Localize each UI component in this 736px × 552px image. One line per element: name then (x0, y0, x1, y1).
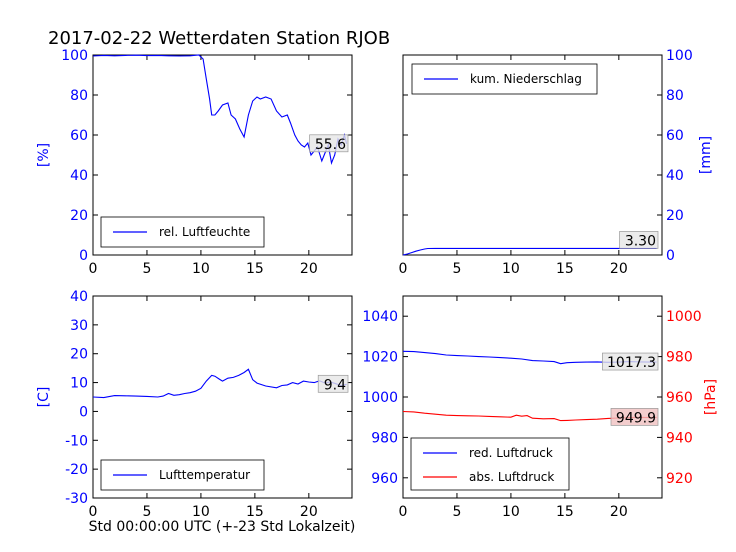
x-tick-label: 5 (142, 261, 151, 277)
y-tick-label-right: 920 (666, 471, 693, 487)
y-tick-label: 1020 (362, 350, 398, 366)
last-value-label-0: 1017.3 (607, 355, 656, 371)
series-line-0 (92, 368, 347, 399)
last-value-label: 9.4 (324, 377, 346, 393)
y-tick-label: 80 (666, 88, 684, 104)
x-tick-label: 15 (556, 504, 574, 520)
y-tick-label: 20 (70, 208, 88, 224)
x-tick-label: 5 (452, 261, 461, 277)
legend: rel. Luftfeuchte (100, 216, 265, 248)
last-value-label-box (309, 134, 349, 153)
legend-label: red. Luftdruck (469, 446, 553, 460)
x-tick-label: 5 (452, 504, 461, 520)
x-tick-label: 0 (89, 504, 98, 520)
y-tick-label-right: 960 (666, 390, 693, 406)
x-tick-label: 10 (502, 504, 520, 520)
y-tick-label: 40 (666, 168, 684, 184)
last-value-label-box (619, 231, 659, 249)
panel-top-right: 0 5 10 15 20 0 20 40 60 80 100 [mm] 3.30 kum. Nieders… (399, 48, 714, 277)
y-axis-label-right: [hPa] (703, 379, 719, 415)
y-tick-label: 40 (70, 289, 88, 305)
legend: Lufttemperatur (100, 459, 265, 491)
y-tick-label: 960 (371, 471, 398, 487)
y-tick-label: 30 (70, 318, 88, 334)
x-tick-label: 15 (246, 504, 264, 520)
legend-label: kum. Niederschlag (470, 72, 582, 86)
y-tick-label: 0 (666, 248, 675, 264)
y-tick-label: 0 (79, 248, 88, 264)
plot-frame (402, 54, 663, 256)
y-tick-label: 1000 (362, 390, 398, 406)
figure-xlabel: Std 00:00:00 UTC (+-23 Std Lokalzeit) (89, 519, 356, 535)
x-tick-label: 10 (502, 261, 520, 277)
x-tick-label: 10 (192, 261, 210, 277)
y-tick-label: 10 (70, 376, 88, 392)
x-tick-label: 0 (89, 261, 98, 277)
x-tick-label: 15 (556, 261, 574, 277)
figure-title: 2017-02-22 Wetterdaten Station RJOB (48, 28, 390, 49)
legend-label: rel. Luftfeuchte (159, 225, 250, 239)
legend: kum. Niederschlag (411, 63, 598, 95)
y-tick-label: 80 (70, 88, 88, 104)
series-line-0 (92, 54, 348, 165)
x-tick-label: 10 (192, 504, 210, 520)
y-axis-label: [%] (36, 143, 52, 167)
y-tick-label: 60 (666, 128, 684, 144)
x-tick-label: 0 (399, 261, 408, 277)
y-tick-label: -30 (65, 491, 88, 507)
y-tick-label-right: 940 (666, 430, 693, 446)
y-tick-label: 1040 (362, 309, 398, 325)
last-value-label-0-box (602, 352, 659, 371)
y-tick-label: -20 (65, 462, 88, 478)
last-value-label: 55.6 (315, 137, 346, 153)
y-tick-label: -10 (65, 433, 88, 449)
y-tick-label: 0 (79, 404, 88, 420)
y-tick-label: 20 (666, 208, 684, 224)
series-line-0 (402, 247, 657, 256)
y-tick-label: 980 (371, 430, 398, 446)
legend-frame (410, 437, 570, 491)
panel-top-left: 0 5 10 15 20 0 20 40 60 80 100 [%] 55.6 rel. Luftfeuc… (36, 48, 353, 277)
plot-frame (92, 54, 353, 256)
x-tick-label: 15 (246, 261, 264, 277)
y-tick-label: 20 (70, 347, 88, 363)
x-tick-label: 20 (300, 261, 318, 277)
x-tick-label: 20 (610, 261, 628, 277)
y-tick-label: 40 (70, 168, 88, 184)
x-tick-label: 20 (610, 504, 628, 520)
last-value-label-1-box (610, 408, 659, 426)
legend-label: Lufttemperatur (159, 468, 250, 482)
x-tick-label: 20 (300, 504, 318, 520)
y-tick-label: 100 (61, 48, 88, 64)
y-tick-label: 100 (666, 48, 693, 64)
legend-label: abs. Luftdruck (469, 470, 554, 484)
last-value-label-1: 949.9 (616, 410, 656, 426)
panel-bottom-right: 0 5 10 15 20 960 980 1000 1020 1040 920 940 960 980 10… (362, 295, 719, 520)
last-value-label: 3.30 (625, 233, 656, 249)
legend: red. Luftdruck abs. Luftdruck (410, 437, 570, 491)
y-tick-label: 60 (70, 128, 88, 144)
y-tick-label-right: 980 (666, 350, 693, 366)
last-value-label-box (317, 374, 349, 393)
x-tick-label: 5 (142, 504, 151, 520)
y-axis-label: [C] (36, 387, 52, 408)
y-tick-label-right: 1000 (666, 309, 702, 325)
x-tick-label: 0 (399, 504, 408, 520)
panel-bottom-left: 0 5 10 15 20 -30 -20 -10 0 10 20 30 40 [C] 9.4 Lufttemp… (36, 289, 353, 520)
y-axis-label: [mm] (698, 136, 714, 174)
